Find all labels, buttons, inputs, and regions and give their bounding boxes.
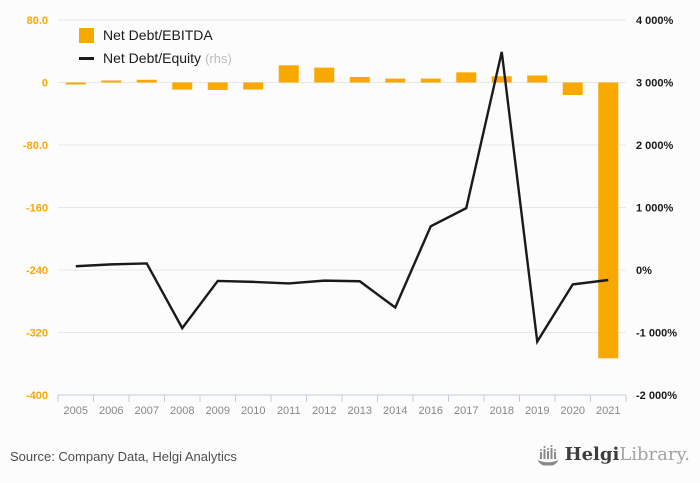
- x-axis-label: 2006: [99, 405, 123, 417]
- legend-label: Net Debt/Equity (rhs): [103, 50, 232, 66]
- bar-net-debt-ebitda: [385, 78, 406, 83]
- bar-net-debt-ebitda: [527, 75, 548, 83]
- bar-net-debt-ebitda: [65, 82, 86, 85]
- bar-net-debt-ebitda: [101, 80, 122, 83]
- left-axis-label: 80.0: [27, 15, 48, 27]
- bar-net-debt-ebitda: [598, 82, 619, 359]
- x-axis-label: 2010: [241, 405, 265, 417]
- legend-rhs-suffix: (rhs): [205, 51, 232, 66]
- legend-dash-icon: [79, 56, 94, 60]
- left-axis-label: -80.0: [23, 140, 48, 152]
- brand-logo: HelgiLibrary.: [536, 443, 690, 467]
- x-axis-label: 2008: [170, 405, 194, 417]
- bar-net-debt-ebitda: [136, 79, 157, 83]
- legend-item-net-debt-equity: Net Debt/Equity (rhs): [79, 50, 232, 66]
- bar-net-debt-ebitda: [243, 82, 264, 90]
- bar-net-debt-ebitda: [278, 65, 299, 83]
- x-axis-label: 2007: [135, 405, 159, 417]
- right-axis-label: 0%: [636, 265, 652, 277]
- combo-chart: 80.0 0 -80.0 -160 -240 -320 -400 4 000% 3 000% 2 …: [23, 15, 677, 417]
- x-axis-label: 2018: [490, 405, 514, 417]
- line-net-debt-equity: [75, 51, 609, 346]
- right-axis-label: 3 000%: [636, 78, 674, 90]
- left-axis-label: -160: [26, 203, 48, 215]
- bar-net-debt-ebitda: [314, 67, 335, 83]
- x-axis-label: 2011: [277, 405, 301, 417]
- chart-legend: Net Debt/EBITDA Net Debt/Equity (rhs): [79, 27, 232, 66]
- right-axis-label: -1 000%: [636, 328, 677, 340]
- x-axis-label: 2019: [525, 405, 549, 417]
- x-axis-label: 2020: [561, 405, 585, 417]
- x-axis-label: 2016: [419, 405, 443, 417]
- x-axis-label: 2021: [596, 405, 620, 417]
- x-axis-label: 2005: [64, 405, 88, 417]
- right-axis-label: 2 000%: [636, 140, 674, 152]
- x-axis-label: 2009: [206, 405, 230, 417]
- left-axis-label: -400: [26, 390, 48, 402]
- helgi-ship-icon: [537, 445, 559, 466]
- bar-net-debt-ebitda: [349, 77, 370, 83]
- legend-label: Net Debt/EBITDA: [103, 27, 213, 43]
- legend-item-net-debt-ebitda: Net Debt/EBITDA: [79, 27, 232, 43]
- brand-wordmark: HelgiLibrary.: [565, 443, 690, 467]
- bar-net-debt-ebitda: [491, 76, 512, 83]
- left-axis-label: -320: [26, 328, 48, 340]
- left-axis-label: -240: [26, 265, 48, 277]
- brand-helgi: Helgi: [564, 444, 620, 465]
- right-axis-label: 4 000%: [636, 15, 674, 27]
- x-axis-label: 2017: [454, 405, 478, 417]
- source-note: Source: Company Data, Helgi Analytics: [10, 449, 237, 464]
- brand-library: Library.: [619, 444, 690, 465]
- bar-net-debt-ebitda: [207, 82, 228, 90]
- right-axis-label: 1 000%: [636, 203, 674, 215]
- x-axis-label: 2014: [383, 405, 407, 417]
- x-axis-label: 2012: [312, 405, 336, 417]
- bar-net-debt-ebitda: [172, 82, 193, 90]
- right-axis-label: -2 000%: [636, 390, 677, 402]
- legend-swatch-bar: [79, 27, 94, 43]
- left-axis-label: 0: [42, 78, 48, 90]
- bar-net-debt-ebitda: [562, 82, 583, 95]
- bar-net-debt-ebitda: [456, 72, 477, 83]
- legend-label-text: Net Debt/Equity: [103, 50, 202, 66]
- x-axis-label: 2013: [348, 405, 372, 417]
- bar-net-debt-ebitda: [420, 78, 441, 83]
